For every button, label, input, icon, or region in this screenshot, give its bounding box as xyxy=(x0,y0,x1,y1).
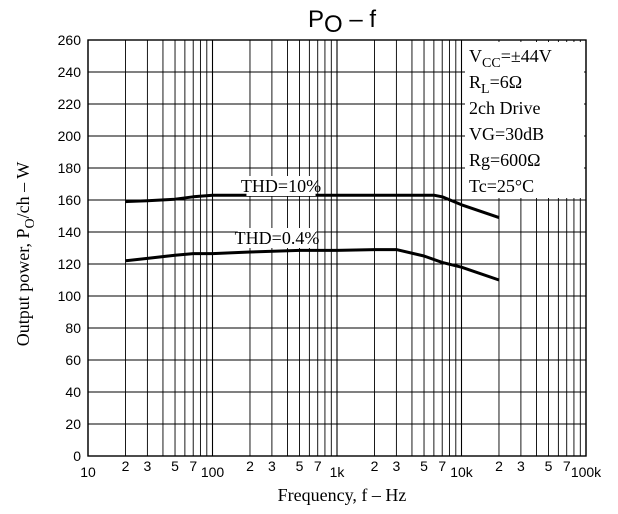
x-axis-label: Frequency, f – Hz xyxy=(278,485,407,505)
condition-line: 2ch Drive xyxy=(469,98,540,118)
y-tick-label: 240 xyxy=(58,64,82,80)
x-tick-label: 5 xyxy=(545,458,553,474)
x-tick-label: 3 xyxy=(268,458,276,474)
y-tick-label: 220 xyxy=(58,96,82,112)
condition-main: Rg=600Ω xyxy=(469,150,541,170)
x-tick-label: 2 xyxy=(495,458,503,474)
y-axis-label-pre: Output power, P xyxy=(13,229,33,347)
x-tick-label: 7 xyxy=(314,458,322,474)
chart-title-main: P xyxy=(308,6,324,33)
x-tick-label: 7 xyxy=(189,458,197,474)
y-tick-label: 40 xyxy=(65,384,81,400)
y-tick-label: 180 xyxy=(58,160,82,176)
y-tick-label: 100 xyxy=(58,288,82,304)
x-tick-label: 100k xyxy=(571,464,602,480)
x-tick-label: 3 xyxy=(144,458,152,474)
x-tick-label: 10 xyxy=(80,464,96,480)
y-tick-label: 160 xyxy=(58,192,82,208)
x-tick-label: 7 xyxy=(563,458,571,474)
x-tick-label: 3 xyxy=(393,458,401,474)
x-tick-label: 5 xyxy=(296,458,304,474)
x-tick-label: 2 xyxy=(371,458,379,474)
conditions-box xyxy=(465,42,584,198)
x-tick-label: 1k xyxy=(330,464,346,480)
y-tick-label: 260 xyxy=(58,32,82,48)
series-line xyxy=(125,193,500,220)
x-tick-label: 2 xyxy=(246,458,254,474)
condition-rest: =6Ω xyxy=(490,72,523,92)
y-tick-label: 60 xyxy=(65,352,81,368)
condition-line: VCC=±44V xyxy=(469,46,552,71)
condition-line: RL=6Ω xyxy=(469,72,522,97)
y-tick-label: 20 xyxy=(65,416,81,432)
chart-title-rest: – f xyxy=(343,6,377,33)
x-tick-label: 100 xyxy=(201,464,225,480)
x-tick-label: 3 xyxy=(517,458,525,474)
x-tick-label: 10k xyxy=(450,464,474,480)
chart-title: PO – f xyxy=(308,6,376,38)
x-tick-label: 2 xyxy=(122,458,130,474)
condition-main: V xyxy=(469,46,482,66)
y-tick-label: 120 xyxy=(58,256,82,272)
y-tick-label: 200 xyxy=(58,128,82,144)
x-tick-label: 7 xyxy=(438,458,446,474)
condition-main: VG=30dB xyxy=(469,124,544,144)
condition-line: Rg=600Ω xyxy=(469,150,541,170)
x-tick-label: 5 xyxy=(171,458,179,474)
plot-frame xyxy=(87,39,587,457)
condition-sub: L xyxy=(481,82,490,97)
condition-main: Tc=25°C xyxy=(469,176,534,196)
x-tick-label: 5 xyxy=(420,458,428,474)
series-label: THD=10% xyxy=(241,176,321,196)
series-line xyxy=(125,248,500,282)
condition-rest: =±44V xyxy=(501,46,552,66)
y-tick-label: 0 xyxy=(73,448,81,464)
y-axis-label: Output power, PO/ch – W xyxy=(13,162,38,347)
y-axis-label-sub: O xyxy=(23,218,38,228)
condition-line: VG=30dB xyxy=(469,124,544,144)
series-label: THD=0.4% xyxy=(235,228,320,248)
condition-main: 2ch Drive xyxy=(469,98,540,118)
series-label-bg xyxy=(246,176,316,196)
series-label-bg xyxy=(237,228,317,248)
condition-main: R xyxy=(469,72,481,92)
series xyxy=(125,193,500,282)
condition-sub: CC xyxy=(482,56,501,71)
y-axis-label-post: /ch – W xyxy=(13,162,33,219)
y-tick-label: 140 xyxy=(58,224,82,240)
chart-title-sub: O xyxy=(324,11,343,38)
y-tick-label: 80 xyxy=(65,320,81,336)
condition-line: Tc=25°C xyxy=(469,176,534,196)
